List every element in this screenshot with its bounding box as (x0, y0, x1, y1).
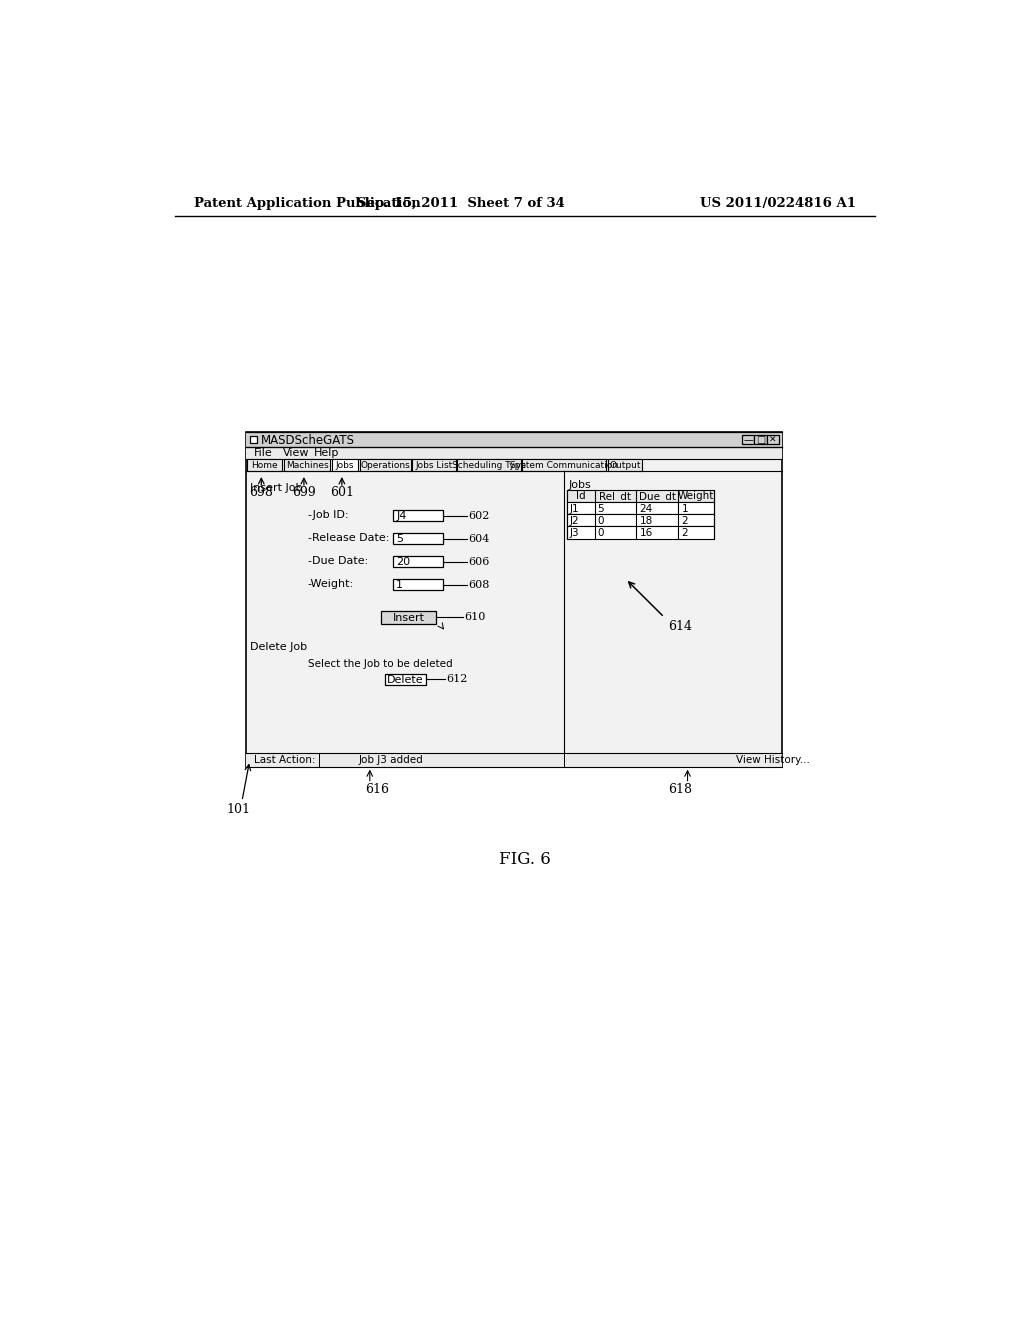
Text: View History...: View History... (735, 755, 810, 764)
Text: Job J3 added: Job J3 added (358, 755, 423, 764)
Text: 601: 601 (330, 486, 354, 499)
Text: -Job ID:: -Job ID: (308, 510, 348, 520)
Bar (381, 611, 435, 624)
Text: 614: 614 (669, 620, 692, 634)
Bar (393, 579, 443, 590)
Text: Output: Output (609, 461, 641, 470)
Text: 0: 0 (598, 528, 604, 539)
Text: —: — (743, 436, 753, 445)
Bar (755, 434, 767, 444)
Text: 2: 2 (681, 528, 688, 539)
Text: 16: 16 (640, 528, 652, 539)
Text: Select the Job to be deleted: Select the Job to be deleted (308, 659, 453, 668)
Text: Scheduling Type: Scheduling Type (453, 461, 526, 470)
Text: □: □ (756, 436, 765, 445)
Text: 5: 5 (598, 504, 604, 513)
Bar (522, 459, 606, 471)
Text: Delete Job: Delete Job (251, 643, 307, 652)
Text: Insert Job: Insert Job (251, 483, 303, 492)
Bar (566, 490, 714, 502)
Bar (566, 513, 714, 527)
Bar (332, 459, 358, 471)
Text: 699: 699 (292, 486, 315, 499)
Text: 612: 612 (446, 675, 468, 684)
Text: Home: Home (251, 461, 278, 470)
Text: J4: J4 (396, 511, 407, 520)
Bar (741, 434, 755, 444)
Text: Last Action:: Last Action: (254, 755, 315, 764)
Text: ✕: ✕ (769, 436, 776, 445)
Bar (246, 432, 782, 447)
Text: FIG. 6: FIG. 6 (499, 850, 551, 867)
Text: Machines: Machines (286, 461, 329, 470)
Text: Id: Id (575, 491, 586, 502)
Text: -Release Date:: -Release Date: (308, 533, 389, 543)
Bar (607, 459, 642, 471)
Text: 1: 1 (681, 504, 688, 513)
Bar (385, 673, 426, 685)
Text: Patent Application Publication: Patent Application Publication (194, 197, 421, 210)
Text: J2: J2 (569, 516, 580, 527)
Text: System Communication: System Communication (510, 461, 618, 470)
Bar (284, 459, 331, 471)
Text: Jobs List: Jobs List (416, 461, 453, 470)
Bar (246, 447, 782, 459)
Text: 698: 698 (250, 486, 273, 499)
Text: Sep. 15, 2011  Sheet 7 of 34: Sep. 15, 2011 Sheet 7 of 34 (357, 197, 565, 210)
Text: Due_dt: Due_dt (639, 491, 676, 502)
Text: File: File (254, 449, 272, 458)
Text: 20: 20 (396, 557, 411, 566)
Text: 602: 602 (468, 511, 489, 520)
Text: 101: 101 (226, 803, 250, 816)
Text: 606: 606 (468, 557, 489, 566)
Text: 1: 1 (396, 579, 403, 590)
Text: J1: J1 (569, 504, 580, 513)
Text: 610: 610 (464, 612, 485, 622)
Text: Delete: Delete (387, 675, 424, 685)
Text: View: View (283, 449, 309, 458)
Bar (458, 459, 521, 471)
Text: Jobs: Jobs (336, 461, 354, 470)
Text: Operations: Operations (360, 461, 411, 470)
Bar (393, 556, 443, 568)
Bar (246, 752, 782, 767)
Text: 2: 2 (681, 516, 688, 527)
Bar (393, 533, 443, 544)
Text: Weight: Weight (678, 491, 715, 502)
Text: 618: 618 (668, 783, 692, 796)
Text: 24: 24 (640, 504, 652, 513)
Text: J3: J3 (569, 528, 580, 539)
Text: Rel_dt: Rel_dt (599, 491, 632, 502)
Bar (566, 502, 714, 515)
Text: 5: 5 (396, 533, 403, 544)
Text: Help: Help (314, 449, 339, 458)
Bar (359, 459, 411, 471)
Bar (413, 459, 456, 471)
Text: -Due Date:: -Due Date: (308, 556, 368, 566)
Text: 604: 604 (468, 533, 489, 544)
Bar (566, 527, 714, 539)
Bar (767, 434, 779, 444)
Text: 616: 616 (366, 783, 389, 796)
Text: Jobs: Jobs (568, 480, 591, 490)
Text: 0: 0 (598, 516, 604, 527)
Bar (246, 432, 782, 767)
Text: -Weight:: -Weight: (308, 579, 354, 589)
Bar (250, 437, 257, 444)
Text: MASDScheGATS: MASDScheGATS (260, 434, 354, 446)
Text: US 2011/0224816 A1: US 2011/0224816 A1 (700, 197, 856, 210)
Bar (247, 459, 283, 471)
Bar (393, 510, 443, 521)
Text: 608: 608 (468, 579, 489, 590)
Text: Insert: Insert (392, 614, 425, 623)
Text: 18: 18 (640, 516, 652, 527)
